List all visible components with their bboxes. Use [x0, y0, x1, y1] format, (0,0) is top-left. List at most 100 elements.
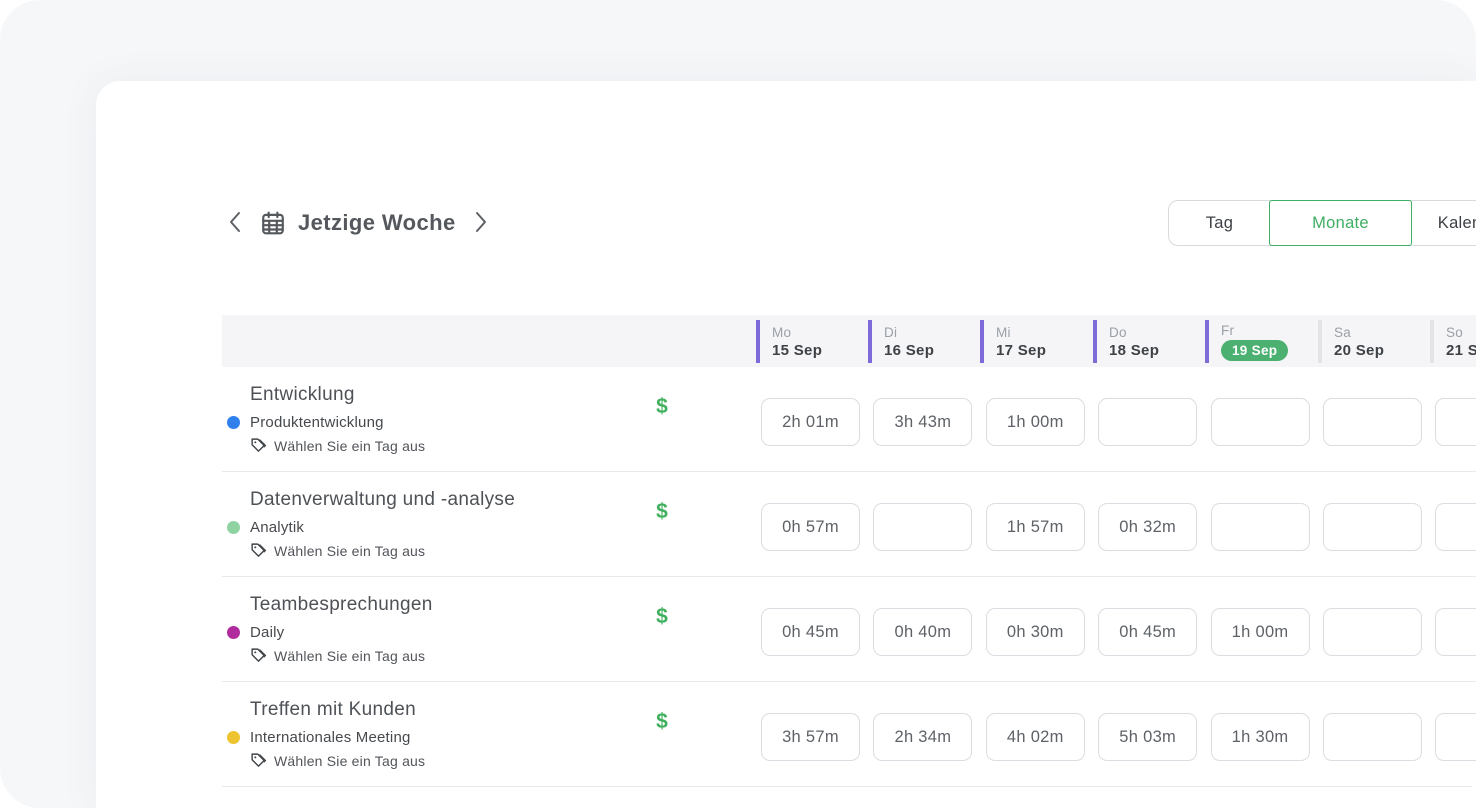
- project-label[interactable]: Datenverwaltung und -analyse Analytik Wä…: [250, 489, 515, 559]
- time-cell[interactable]: 0h 40m: [873, 608, 973, 656]
- day-header-row: Mo 15 Sep Di 16 Sep Mi 17 Sep Do 18 Sep …: [222, 315, 1476, 367]
- current-week-title: Jetzige Woche: [298, 210, 456, 235]
- project-row-teambesprechungen: Teambesprechungen Daily Wählen Sie ein T…: [222, 577, 1476, 682]
- tag-selector[interactable]: Wählen Sie ein Tag aus: [250, 752, 425, 769]
- time-cell[interactable]: [873, 503, 973, 551]
- day-date: 20 Sep: [1334, 341, 1385, 359]
- timesheet-body: Entwicklung Produktentwicklung Wählen Si…: [222, 367, 1476, 808]
- billable-icon[interactable]: $: [656, 395, 668, 418]
- tag-selector[interactable]: Wählen Sie ein Tag aus: [250, 542, 515, 559]
- time-cell[interactable]: [1322, 608, 1422, 656]
- new-entry-row: Projekt und Aufgabe auswählen: [222, 787, 1476, 808]
- project-title: Treffen mit Kunden: [250, 699, 416, 720]
- time-cell[interactable]: 5h 03m: [1098, 713, 1198, 761]
- time-cells: 0h 57m 1h 57m 0h 32m: [761, 503, 1476, 551]
- today-badge: 19 Sep: [1221, 339, 1289, 361]
- project-label[interactable]: Treffen mit Kunden Internationales Meeti…: [250, 699, 425, 769]
- day-date: 16 Sep: [884, 341, 935, 359]
- time-cell[interactable]: 0h 45m: [761, 608, 860, 656]
- day-abbr: Sa: [1334, 324, 1352, 340]
- tag-selector[interactable]: Wählen Sie ein Tag aus: [250, 437, 425, 454]
- billable-icon[interactable]: $: [656, 605, 668, 628]
- time-cell[interactable]: 3h 43m: [873, 398, 973, 446]
- day-header-di: Di 16 Sep: [868, 320, 980, 363]
- timesheet-card: Jetzige Woche Tag Monate Kalender Mo 15 …: [96, 81, 1476, 808]
- project-color-dot: [227, 626, 240, 639]
- tag-icon: [250, 437, 267, 454]
- project-title: Entwicklung: [250, 384, 355, 405]
- chevron-left-icon: [228, 211, 242, 236]
- day-date: 21 Sep: [1446, 341, 1476, 359]
- project-label[interactable]: Entwicklung Produktentwicklung Wählen Si…: [250, 384, 425, 454]
- project-label[interactable]: Teambesprechungen Daily Wählen Sie ein T…: [250, 594, 433, 664]
- time-cell[interactable]: 4h 02m: [985, 713, 1085, 761]
- day-date: 17 Sep: [996, 341, 1047, 359]
- time-cell[interactable]: 0h 45m: [1098, 608, 1198, 656]
- tag-selector-label: Wählen Sie ein Tag aus: [274, 647, 426, 664]
- time-cell[interactable]: 1h 57m: [985, 503, 1085, 551]
- project-title: Datenverwaltung und -analyse: [250, 489, 516, 510]
- time-cell[interactable]: [1210, 503, 1310, 551]
- calendar-icon: [260, 210, 286, 236]
- day-abbr: Di: [884, 324, 898, 340]
- task-name: Internationales Meeting: [250, 729, 411, 746]
- task-name: Daily: [250, 624, 285, 641]
- project-row-treffen-mit-kunden: Treffen mit Kunden Internationales Meeti…: [222, 682, 1476, 787]
- day-abbr: Fr: [1221, 322, 1235, 338]
- day-abbr: Mi: [996, 324, 1011, 340]
- day-header-sa: Sa 20 Sep: [1318, 320, 1430, 363]
- day-abbr: Mo: [772, 324, 792, 340]
- next-week-button[interactable]: [470, 205, 492, 241]
- time-cell[interactable]: 1h 00m: [1210, 608, 1310, 656]
- day-header-do: Do 18 Sep: [1093, 320, 1205, 363]
- day-abbr: Do: [1109, 324, 1127, 340]
- day-header-mo: Mo 15 Sep: [756, 320, 868, 363]
- tag-selector-label: Wählen Sie ein Tag aus: [274, 437, 426, 454]
- time-cell[interactable]: 2h 01m: [761, 398, 860, 446]
- week-navigation: Jetzige Woche: [224, 205, 492, 241]
- project-color-dot: [227, 416, 240, 429]
- time-cell[interactable]: 2h 34m: [873, 713, 973, 761]
- chevron-right-icon: [474, 211, 488, 236]
- time-cells: 2h 01m 3h 43m 1h 00m: [761, 398, 1476, 446]
- task-name: Produktentwicklung: [250, 414, 384, 431]
- project-color-dot: [227, 521, 240, 534]
- time-cell[interactable]: [1435, 398, 1476, 446]
- project-title: Teambesprechungen: [250, 594, 433, 615]
- time-cell[interactable]: [1435, 608, 1476, 656]
- time-cell[interactable]: [1322, 398, 1422, 446]
- time-cell[interactable]: 1h 00m: [985, 398, 1085, 446]
- time-cell[interactable]: [1435, 503, 1476, 551]
- tag-icon: [250, 647, 267, 664]
- time-cell[interactable]: [1210, 398, 1310, 446]
- billable-icon[interactable]: $: [656, 500, 668, 523]
- day-abbr: So: [1446, 324, 1464, 340]
- tab-monate[interactable]: Monate: [1269, 200, 1412, 246]
- tag-icon: [250, 752, 267, 769]
- previous-week-button[interactable]: [224, 205, 246, 241]
- billable-icon[interactable]: $: [656, 710, 668, 733]
- day-header-fr-today: Fr 19 Sep: [1205, 320, 1317, 363]
- view-switcher: Tag Monate Kalender: [1168, 200, 1476, 246]
- tag-selector-label: Wählen Sie ein Tag aus: [274, 752, 426, 769]
- time-cell[interactable]: 0h 32m: [1098, 503, 1198, 551]
- tab-kalender[interactable]: Kalender: [1411, 201, 1476, 245]
- time-cells: 0h 45m 0h 40m 0h 30m 0h 45m 1h 00m: [761, 608, 1476, 656]
- time-cell[interactable]: 0h 30m: [985, 608, 1085, 656]
- day-date: 15 Sep: [772, 341, 823, 359]
- time-cell[interactable]: [1435, 713, 1476, 761]
- tab-tag[interactable]: Tag: [1169, 201, 1270, 245]
- task-name: Analytik: [250, 519, 305, 536]
- time-cell[interactable]: [1098, 398, 1198, 446]
- project-color-dot: [227, 731, 240, 744]
- time-cell[interactable]: [1322, 713, 1422, 761]
- time-cells: 3h 57m 2h 34m 4h 02m 5h 03m 1h 30m: [761, 713, 1476, 761]
- time-cell[interactable]: 0h 57m: [761, 503, 860, 551]
- project-row-entwicklung: Entwicklung Produktentwicklung Wählen Si…: [222, 367, 1476, 472]
- time-cell[interactable]: 3h 57m: [761, 713, 860, 761]
- project-row-datenverwaltung: Datenverwaltung und -analyse Analytik Wä…: [222, 472, 1476, 577]
- tag-selector[interactable]: Wählen Sie ein Tag aus: [250, 647, 433, 664]
- time-cell[interactable]: 1h 30m: [1210, 713, 1310, 761]
- time-cell[interactable]: [1322, 503, 1422, 551]
